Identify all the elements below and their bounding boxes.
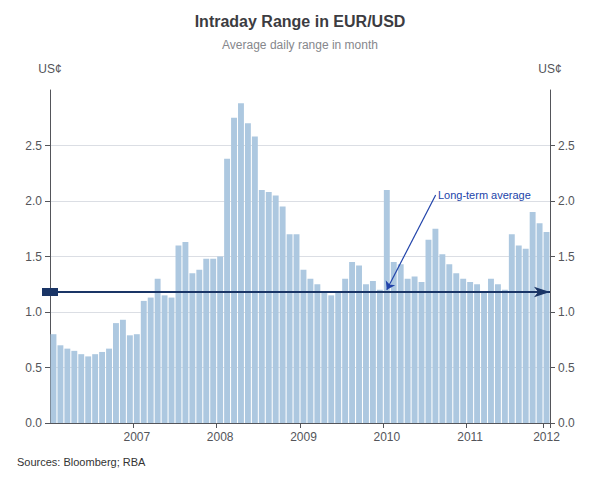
svg-text:2007: 2007 <box>123 430 150 444</box>
svg-text:1.0: 1.0 <box>558 305 575 319</box>
svg-text:0.5: 0.5 <box>25 361 42 375</box>
svg-text:Sources: Bloomberg; RBA: Sources: Bloomberg; RBA <box>17 456 146 468</box>
svg-text:Intraday Range in EUR/USD: Intraday Range in EUR/USD <box>195 13 406 30</box>
svg-text:2.5: 2.5 <box>25 139 42 153</box>
svg-text:2.0: 2.0 <box>558 194 575 208</box>
svg-text:2009: 2009 <box>290 430 317 444</box>
svg-text:0.5: 0.5 <box>558 361 575 375</box>
svg-text:2.0: 2.0 <box>25 194 42 208</box>
svg-text:1.0: 1.0 <box>25 305 42 319</box>
svg-text:0.0: 0.0 <box>558 416 575 430</box>
svg-text:2011: 2011 <box>457 430 483 444</box>
svg-text:Long-term average: Long-term average <box>438 189 531 201</box>
svg-text:US¢: US¢ <box>38 62 61 76</box>
svg-text:Average daily range in month: Average daily range in month <box>222 38 378 52</box>
svg-text:0.0: 0.0 <box>25 416 42 430</box>
svg-text:1.5: 1.5 <box>25 250 42 264</box>
svg-text:1.5: 1.5 <box>558 250 575 264</box>
svg-text:2012: 2012 <box>533 430 560 444</box>
svg-text:2.5: 2.5 <box>558 139 575 153</box>
svg-text:US¢: US¢ <box>538 62 561 76</box>
svg-text:2008: 2008 <box>207 430 234 444</box>
svg-text:2010: 2010 <box>373 430 400 444</box>
